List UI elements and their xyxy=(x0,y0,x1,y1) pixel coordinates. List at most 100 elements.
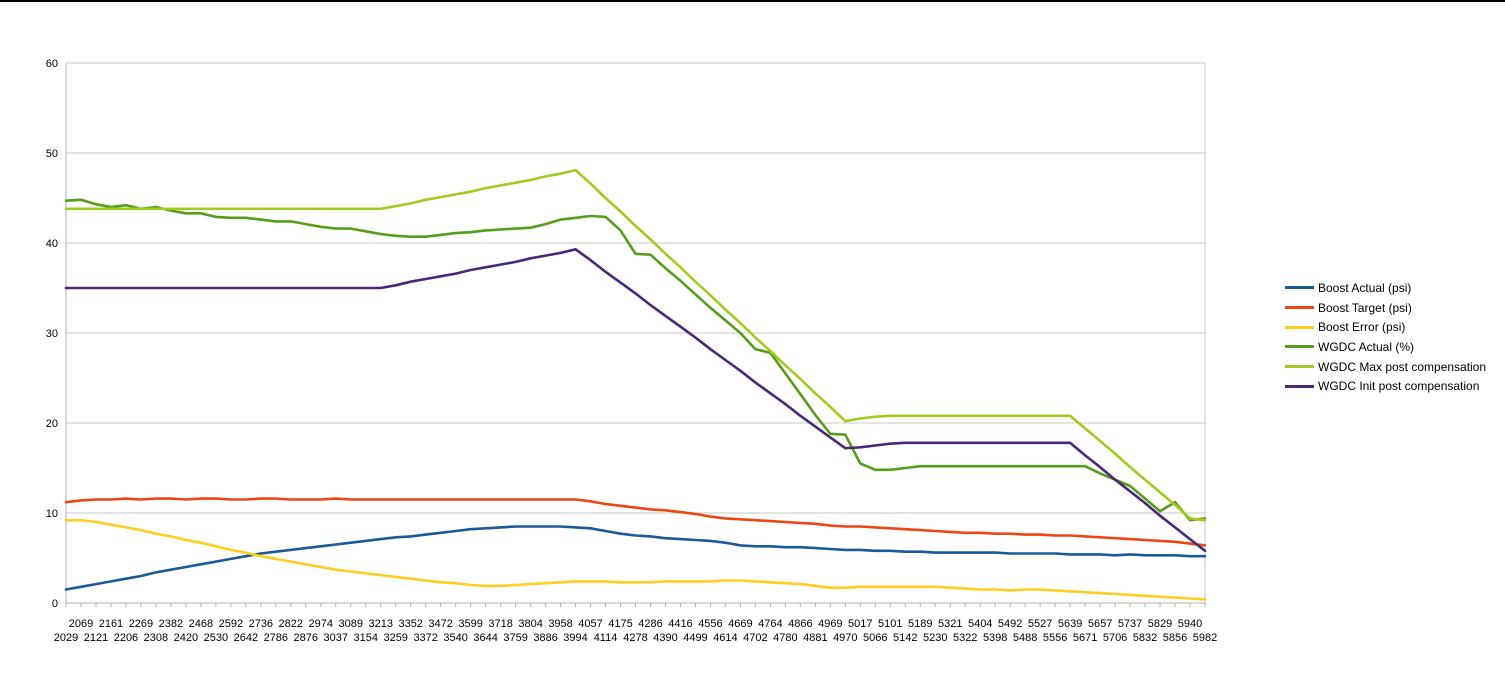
x-tick-label: 2468 xyxy=(189,618,213,630)
legend-label: WGDC Init post compensation xyxy=(1318,379,1480,394)
y-tick-label: 50 xyxy=(46,148,58,160)
legend-item-boost-error: Boost Error (psi) xyxy=(1285,317,1486,337)
x-tick-label: 2121 xyxy=(84,632,108,644)
y-tick-label: 20 xyxy=(46,418,58,430)
x-tick-label: 3958 xyxy=(548,618,572,630)
x-tick-label: 4702 xyxy=(743,632,767,644)
y-tick-label: 0 xyxy=(52,598,58,610)
x-tick-label: 3994 xyxy=(563,632,587,644)
x-tick-label: 4114 xyxy=(594,632,618,644)
x-tick-label: 2420 xyxy=(174,632,198,644)
legend-item-wgdc-max: WGDC Max post compensation xyxy=(1285,357,1486,377)
x-tick-label: 5066 xyxy=(863,632,887,644)
x-tick-label: 3886 xyxy=(533,632,557,644)
x-tick-label: 2382 xyxy=(159,618,183,630)
x-tick-label: 3154 xyxy=(353,632,377,644)
x-tick-label: 3472 xyxy=(428,618,452,630)
x-tick-label: 4764 xyxy=(758,618,782,630)
y-tick-label: 40 xyxy=(46,238,58,250)
legend-label: WGDC Max post compensation xyxy=(1318,359,1487,374)
x-tick-label: 2530 xyxy=(204,632,228,644)
x-tick-label: 5982 xyxy=(1193,632,1217,644)
x-tick-label: 5404 xyxy=(968,618,992,630)
x-tick-label: 4175 xyxy=(608,618,632,630)
x-tick-label: 5737 xyxy=(1118,618,1142,630)
x-tick-label: 5230 xyxy=(923,632,947,644)
series-line-boost-actual-psi xyxy=(64,525,1207,591)
legend-item-wgdc-actual: WGDC Actual (%) xyxy=(1285,337,1486,357)
x-tick-label: 4970 xyxy=(833,632,857,644)
x-tick-label: 4499 xyxy=(683,632,707,644)
window-top-edge xyxy=(0,0,1505,2)
legend-item-boost-target: Boost Target (psi) xyxy=(1285,298,1486,318)
x-tick-label: 2974 xyxy=(309,618,333,630)
x-tick-label: 2592 xyxy=(219,618,243,630)
x-tick-label: 5322 xyxy=(953,632,977,644)
x-tick-label: 5657 xyxy=(1088,618,1112,630)
x-tick-label: 4278 xyxy=(623,632,647,644)
x-tick-label: 4866 xyxy=(788,618,812,630)
x-tick-label: 3644 xyxy=(473,632,497,644)
x-tick-label: 5398 xyxy=(983,632,1007,644)
series-line-wgdc-actual xyxy=(64,198,1207,522)
x-tick-label: 2876 xyxy=(294,632,318,644)
chart-legend: Boost Actual (psi) Boost Target (psi) Bo… xyxy=(1285,278,1486,396)
y-tick-label: 30 xyxy=(46,328,58,340)
x-tick-label: 4390 xyxy=(653,632,677,644)
x-tick-label: 2269 xyxy=(129,618,153,630)
x-tick-label: 4614 xyxy=(713,632,737,644)
x-tick-label: 3259 xyxy=(383,632,407,644)
x-tick-label: 2029 xyxy=(54,632,78,644)
legend-swatch-boost-target xyxy=(1285,306,1314,310)
x-tick-label: 2642 xyxy=(234,632,258,644)
legend-label: Boost Target (psi) xyxy=(1318,300,1412,315)
legend-swatch-boost-actual xyxy=(1285,286,1314,290)
x-tick-label: 4780 xyxy=(773,632,797,644)
x-tick-label: 5706 xyxy=(1103,632,1127,644)
x-tick-label: 3352 xyxy=(398,618,422,630)
x-tick-label: 5101 xyxy=(878,618,902,630)
x-tick-label: 5321 xyxy=(938,618,962,630)
x-tick-label: 3089 xyxy=(339,618,363,630)
x-tick-label: 2822 xyxy=(279,618,303,630)
x-tick-label: 2736 xyxy=(249,618,273,630)
x-tick-label: 3540 xyxy=(443,632,467,644)
x-tick-label: 4286 xyxy=(638,618,662,630)
legend-swatch-wgdc-max xyxy=(1285,365,1314,369)
legend-label: WGDC Actual (%) xyxy=(1318,339,1415,354)
x-tick-label: 3804 xyxy=(518,618,542,630)
x-tick-label: 3599 xyxy=(458,618,482,630)
y-tick-label: 10 xyxy=(46,508,58,520)
x-tick-label: 5189 xyxy=(908,618,932,630)
x-tick-label: 3372 xyxy=(413,632,437,644)
y-tick-label: 60 xyxy=(46,58,58,70)
x-tick-label: 5492 xyxy=(998,618,1022,630)
x-tick-label: 5671 xyxy=(1073,632,1097,644)
x-tick-label: 3213 xyxy=(368,618,392,630)
series-line-boost-error-psi xyxy=(64,518,1207,601)
legend-label: Boost Actual (psi) xyxy=(1318,280,1412,295)
x-tick-label: 5856 xyxy=(1163,632,1187,644)
series-line-boost-target-psi xyxy=(64,497,1207,547)
x-tick-label: 2069 xyxy=(69,618,93,630)
x-tick-label: 5639 xyxy=(1058,618,1082,630)
x-tick-label: 3718 xyxy=(488,618,512,630)
x-tick-label: 5556 xyxy=(1043,632,1067,644)
x-tick-label: 5017 xyxy=(848,618,872,630)
x-tick-label: 4416 xyxy=(668,618,692,630)
x-tick-label: 2206 xyxy=(114,632,138,644)
x-tick-label: 5940 xyxy=(1178,618,1202,630)
legend-swatch-wgdc-actual xyxy=(1285,345,1314,349)
x-tick-label: 3037 xyxy=(324,632,348,644)
legend-swatch-boost-error xyxy=(1285,325,1314,329)
x-tick-label: 2161 xyxy=(99,618,123,630)
x-tick-label: 4057 xyxy=(578,618,602,630)
x-tick-label: 3759 xyxy=(503,632,527,644)
x-tick-label: 5142 xyxy=(893,632,917,644)
x-tick-label: 5488 xyxy=(1013,632,1037,644)
series-line-wgdc-init-post-compensation xyxy=(64,248,1207,553)
series-line-wgdc-max-post-compensation xyxy=(64,168,1207,522)
x-tick-label: 4669 xyxy=(728,618,752,630)
